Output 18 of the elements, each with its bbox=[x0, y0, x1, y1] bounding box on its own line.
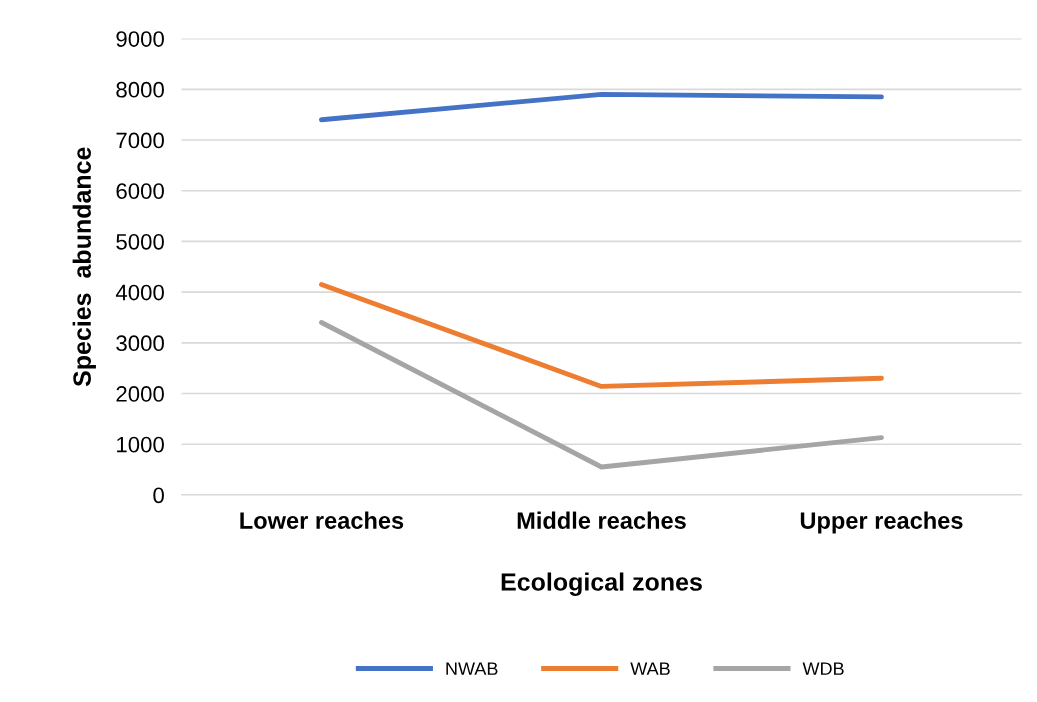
y-tick-label: 9000 bbox=[116, 31, 164, 47]
y-tick-label: 6000 bbox=[116, 183, 164, 199]
y-tick-label: 7000 bbox=[116, 132, 164, 149]
y-tick-label: 0 bbox=[153, 487, 164, 504]
y-tick-label: 3000 bbox=[116, 335, 164, 352]
x-tick-label: Middle reaches bbox=[517, 511, 686, 529]
y-tick-label: 8000 bbox=[116, 81, 164, 98]
y-tick-label: 2000 bbox=[116, 386, 164, 402]
x-axis-title: Ecological zones bbox=[501, 572, 702, 596]
y-axis-title: Species abundance bbox=[72, 147, 96, 387]
y-tick-label: 5000 bbox=[116, 233, 164, 250]
x-tick-label: Upper reaches bbox=[800, 511, 963, 534]
legend-label: WDB bbox=[802, 662, 844, 675]
y-tick-label: 1000 bbox=[117, 436, 164, 453]
x-tick-label: Lower reaches bbox=[240, 511, 404, 529]
y-tick-label: 4000 bbox=[115, 284, 164, 301]
legend-label: WAB bbox=[630, 662, 670, 675]
legend-label: NWAB bbox=[446, 662, 498, 675]
